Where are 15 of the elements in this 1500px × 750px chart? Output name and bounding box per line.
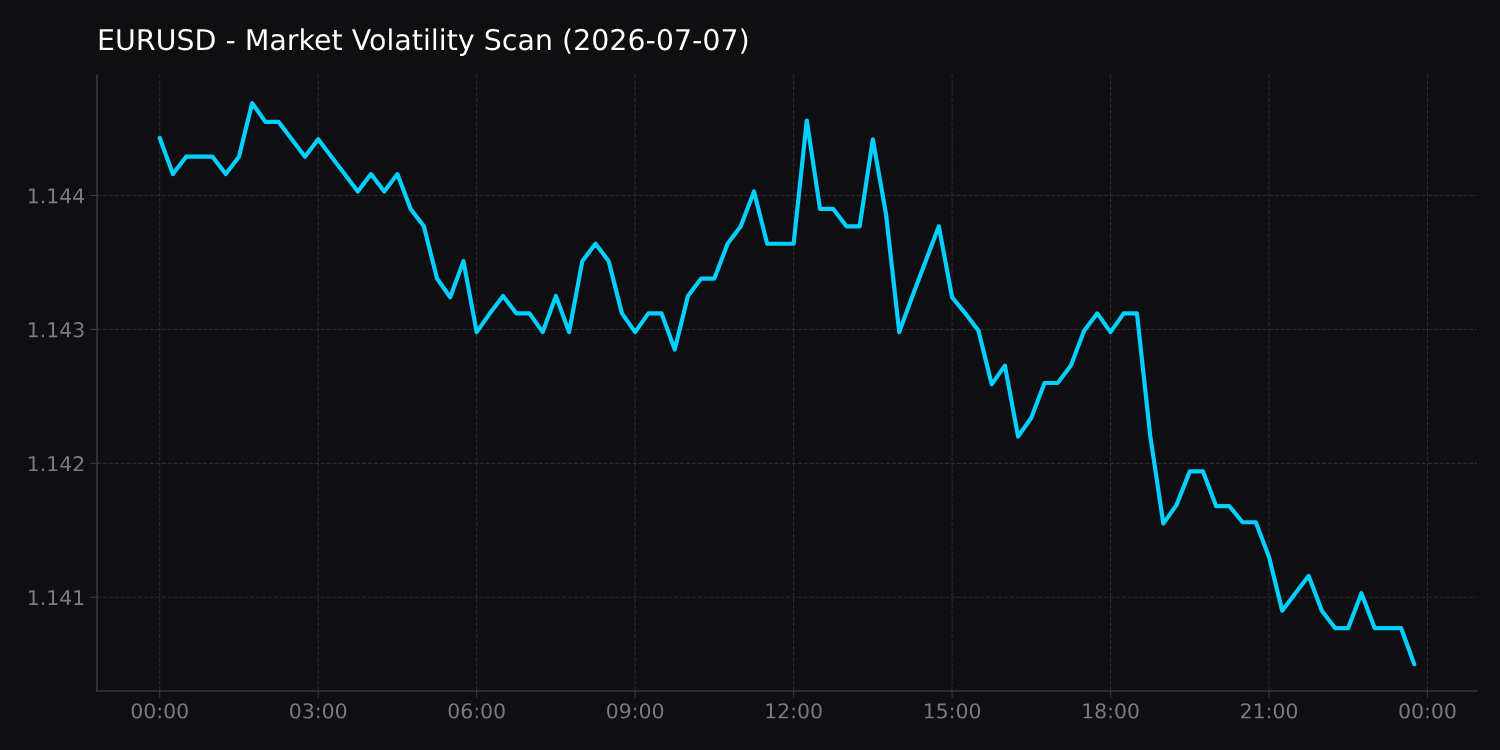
line-series	[157, 101, 1417, 667]
x-tick-label: 18:00	[1083, 703, 1139, 719]
x-tick-label: 09:00	[607, 703, 664, 719]
x-tick-label: 03:00	[290, 703, 347, 719]
x-tick-label: 06:00	[448, 703, 505, 719]
y-tick-label: 1.143	[28, 322, 84, 338]
x-tick-label: 15:00	[924, 703, 981, 719]
x-tick-label: 00:00	[131, 703, 188, 719]
x-tick-label: 12:00	[766, 703, 822, 719]
y-tick-label: 1.144	[28, 188, 85, 204]
y-tick-label: 1.141	[28, 590, 84, 606]
y-tick-label: 1.142	[28, 455, 84, 472]
x-tick-label: 00:00	[1399, 703, 1456, 719]
x-tick-label: 21:00	[1241, 703, 1298, 719]
chart-title: EURUSD - Market Volatility Scan (2026-07-07)	[99, 28, 748, 56]
